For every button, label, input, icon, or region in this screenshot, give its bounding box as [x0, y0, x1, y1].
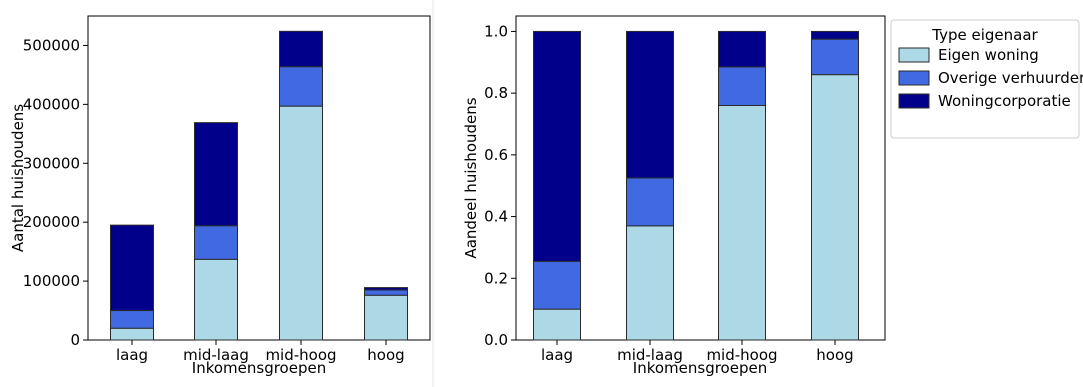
legend-swatch: [898, 70, 930, 86]
plot-frame: [515, 15, 886, 341]
y-axis-label: Aandeel huishoudens: [462, 97, 480, 258]
x-tick-label: mid-hoog: [706, 346, 777, 364]
x-tick-label: mid-hoog: [265, 346, 336, 364]
y-tick-label: 0.2: [484, 269, 508, 287]
x-axis-ticks: laag mid-laag mid-hoog hoog: [116, 340, 405, 364]
legend-swatch: [898, 93, 930, 109]
y-axis-ticks: 0 100000 200000 300000 400000 500000: [23, 36, 88, 349]
bar-hoog-series-2: [364, 287, 408, 291]
bar-mid-laag-series-1: [194, 225, 238, 260]
x-axis-label: Inkomensgroepen: [192, 359, 326, 377]
bars: [110, 30, 408, 341]
bar-laag-series-0: [533, 308, 581, 341]
y-tick-label: 0: [70, 331, 80, 349]
legend-label: Eigen woning: [938, 46, 1039, 64]
bar-mid-laag-series-0: [194, 258, 238, 341]
bars: [533, 30, 859, 341]
bar-laag-series-1: [110, 310, 154, 329]
legend-label: Woningcorporatie: [938, 92, 1071, 110]
y-tick-label: 300000: [23, 154, 80, 172]
bar-hoog-series-1: [811, 38, 859, 76]
legend-frame: [890, 19, 1080, 139]
bar-laag-series-0: [110, 327, 154, 341]
y-tick-label: 500000: [23, 36, 80, 54]
legend-items: Eigen woning Overige verhuurder Woningcorp…: [898, 46, 1083, 110]
x-tick-label: laag: [541, 346, 573, 364]
y-tick-label: 0.4: [484, 208, 508, 226]
bar-hoog-series-0: [364, 294, 408, 341]
plot-frame: [87, 15, 431, 341]
x-tick-label: hoog: [816, 346, 853, 364]
legend-swatch: [898, 47, 930, 63]
y-axis-label: Aantal huishoudens: [9, 104, 27, 252]
y-tick-label: 0.6: [484, 146, 508, 164]
bar-laag-series-1: [533, 260, 581, 310]
y-tick-label: 200000: [23, 213, 80, 231]
bar-hoog-series-2: [811, 30, 859, 40]
bar-mid-laag-series-2: [194, 122, 238, 227]
x-axis-label: Inkomensgroepen: [633, 359, 767, 377]
bar-hoog-series-1: [364, 289, 408, 296]
bar-mid-laag-series-2: [626, 30, 674, 179]
legend: Type eigenaar Eigen woning Overige verhuu…: [890, 19, 1083, 139]
bar-mid-hoog-series-1: [718, 66, 766, 106]
y-tick-label: 0.0: [484, 331, 508, 349]
y-tick-label: 1.0: [484, 22, 508, 40]
bar-mid-hoog-series-0: [279, 105, 323, 341]
bar-laag-series-2: [110, 224, 154, 312]
x-tick-label: laag: [116, 346, 148, 364]
bar-mid-hoog-series-0: [718, 104, 766, 341]
bar-hoog-series-0: [811, 74, 859, 341]
bar-mid-laag-series-0: [626, 225, 674, 341]
y-tick-label: 400000: [23, 95, 80, 113]
bar-mid-laag-series-1: [626, 177, 674, 227]
chart-absolute: 0 100000 200000 300000 400000 500000 laag mid-…: [9, 15, 431, 377]
y-tick-label: 100000: [23, 272, 80, 290]
legend-title: Type eigenaar: [931, 26, 1038, 44]
x-tick-label: mid-laag: [183, 346, 249, 364]
y-axis-ticks: 0.0 0.2 0.4 0.6 0.8 1.0: [484, 22, 516, 349]
bar-mid-hoog-series-2: [279, 30, 323, 68]
bar-mid-hoog-series-2: [718, 30, 766, 68]
y-tick-label: 0.8: [484, 84, 508, 102]
chart-share: 0.0 0.2 0.4 0.6 0.8 1.0 laag mid-laag mid-hoog h…: [462, 15, 886, 377]
bar-mid-hoog-series-1: [279, 66, 323, 107]
x-tick-label: mid-laag: [617, 346, 683, 364]
legend-label: Overige verhuurder: [938, 69, 1083, 87]
x-axis-ticks: laag mid-laag mid-hoog hoog: [541, 340, 854, 364]
bar-laag-series-2: [533, 30, 581, 262]
x-tick-label: hoog: [367, 346, 404, 364]
